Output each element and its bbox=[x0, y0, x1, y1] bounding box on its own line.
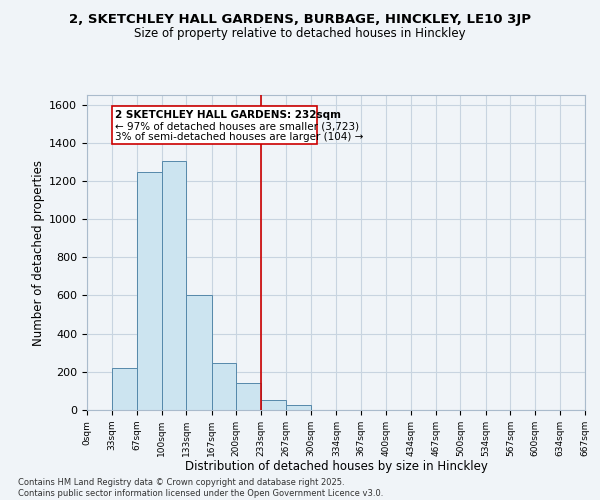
Bar bbox=[137, 172, 161, 410]
Bar bbox=[261, 400, 286, 410]
Bar bbox=[286, 405, 311, 410]
Y-axis label: Number of detached properties: Number of detached properties bbox=[32, 160, 45, 346]
Bar bbox=[212, 363, 236, 410]
Text: 3% of semi-detached houses are larger (104) →: 3% of semi-detached houses are larger (1… bbox=[115, 132, 364, 142]
Text: ← 97% of detached houses are smaller (3,723): ← 97% of detached houses are smaller (3,… bbox=[115, 122, 359, 132]
X-axis label: Distribution of detached houses by size in Hinckley: Distribution of detached houses by size … bbox=[185, 460, 487, 473]
Bar bbox=[161, 161, 187, 410]
Bar bbox=[187, 294, 212, 410]
Text: Contains HM Land Registry data © Crown copyright and database right 2025.
Contai: Contains HM Land Registry data © Crown c… bbox=[18, 478, 383, 498]
FancyBboxPatch shape bbox=[112, 106, 317, 144]
Bar bbox=[112, 368, 137, 410]
Text: 2 SKETCHLEY HALL GARDENS: 232sqm: 2 SKETCHLEY HALL GARDENS: 232sqm bbox=[115, 110, 341, 120]
Text: 2, SKETCHLEY HALL GARDENS, BURBAGE, HINCKLEY, LE10 3JP: 2, SKETCHLEY HALL GARDENS, BURBAGE, HINC… bbox=[69, 12, 531, 26]
Text: Size of property relative to detached houses in Hinckley: Size of property relative to detached ho… bbox=[134, 28, 466, 40]
Bar bbox=[236, 384, 261, 410]
